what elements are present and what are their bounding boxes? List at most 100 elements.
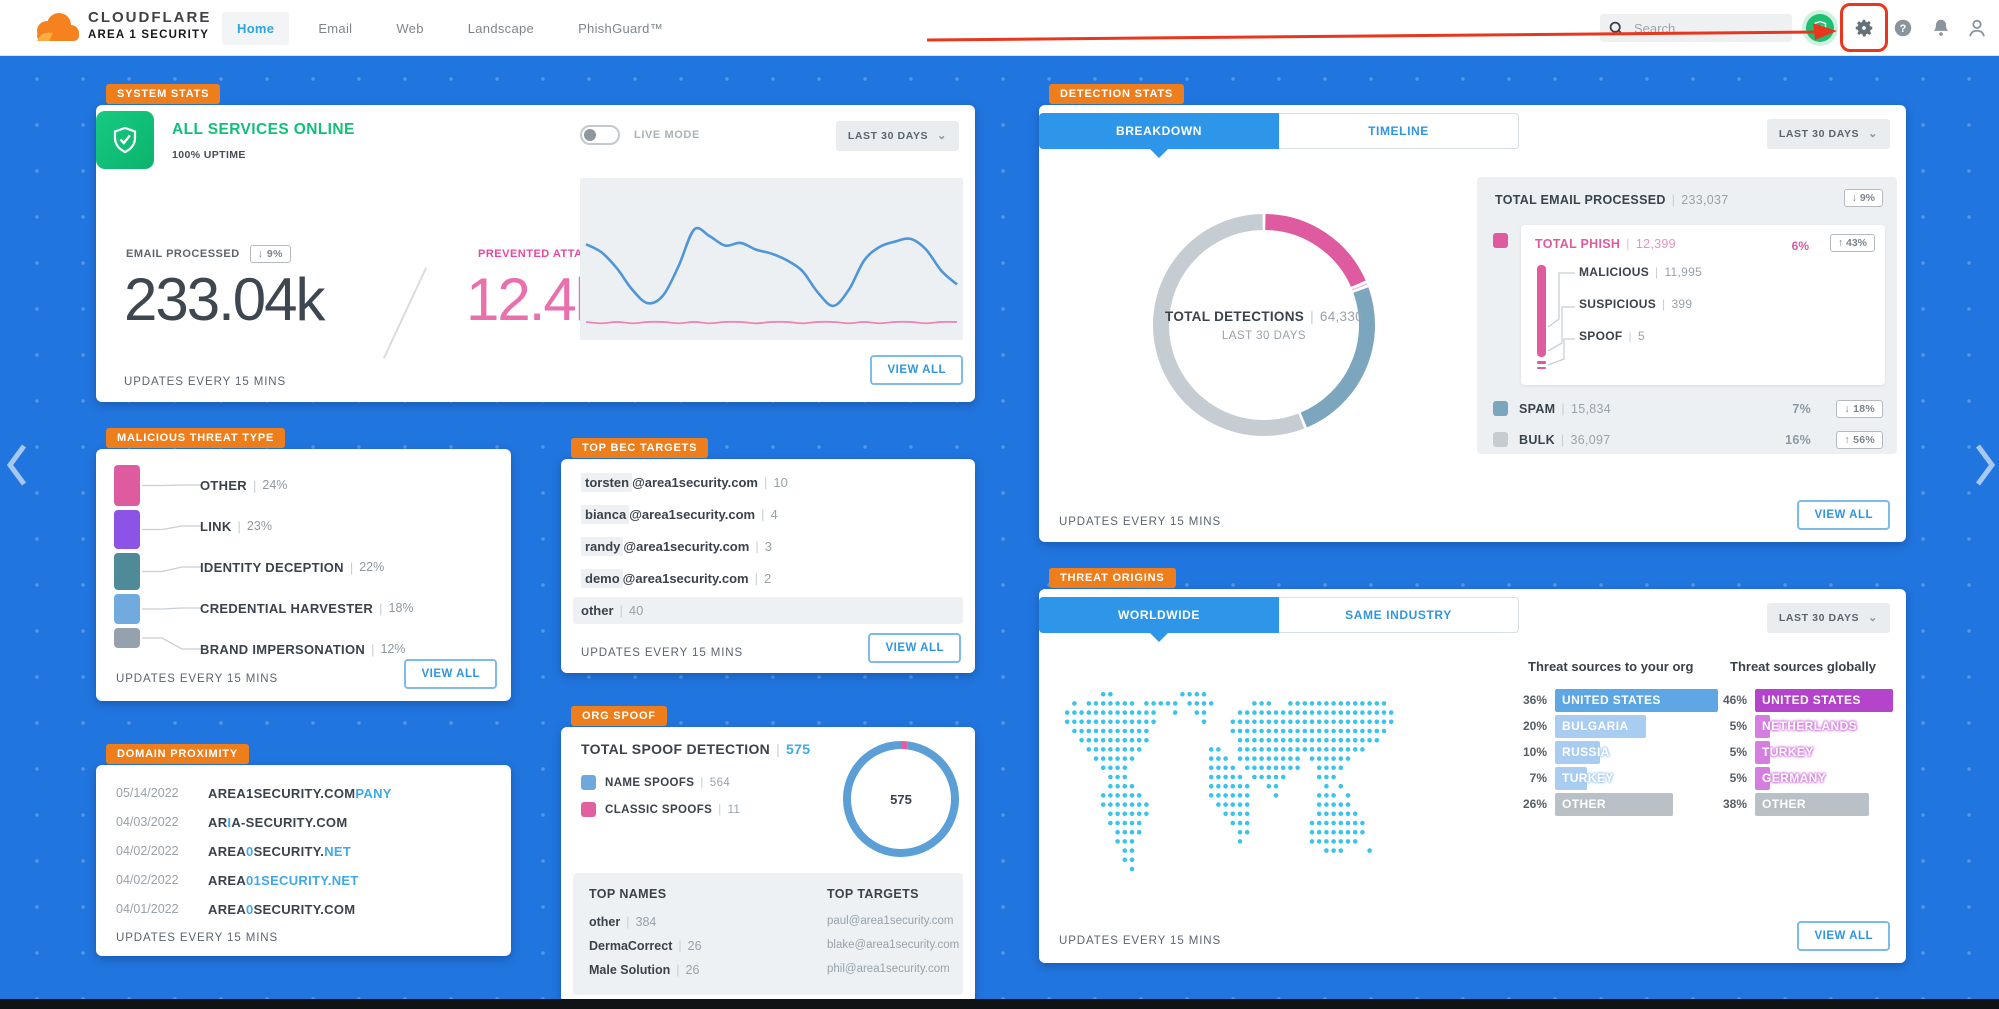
legend-swatch	[1493, 401, 1508, 416]
domain-proximity-updates-note: UPDATES EVERY 15 MINS	[116, 932, 279, 944]
system-view-all-button[interactable]: VIEW ALL	[870, 355, 963, 385]
origin-pct-global: 46%	[1722, 693, 1747, 707]
bec-target-row[interactable]: demo @area1security.com | 2	[573, 565, 963, 592]
origins-view-all-button[interactable]: VIEW ALL	[1797, 921, 1890, 951]
total-email-delta-badge: ↓ 9%	[1843, 189, 1883, 207]
annotation-arrow	[926, 23, 1837, 42]
top-name-row[interactable]: Male Solution | 26	[589, 963, 700, 977]
nav-item-landscape[interactable]: Landscape	[467, 20, 535, 36]
detection-category-pct: 7%	[1792, 401, 1811, 416]
top-name-row[interactable]: DermaCorrect | 26	[589, 939, 702, 953]
nav-item-phishguard[interactable]: PhishGuard™	[578, 20, 664, 36]
domain-proximity-row[interactable]: 04/02/2022 AREA01SECURITY.NET	[116, 868, 495, 892]
card-badge-org-spoof: ORG SPOOF	[571, 706, 667, 726]
total-phish-row: TOTAL PHISH | 12,399	[1535, 237, 1676, 251]
chevron-down-icon: ⌄	[937, 130, 947, 142]
spoof-donut-chart	[843, 741, 959, 857]
spoof-detail-panel: TOP NAMES other | 384 DermaCorrect | 26 Male S…	[573, 873, 963, 995]
tab-sameindustry[interactable]: SAME INDUSTRY	[1279, 597, 1519, 633]
tab-breakdown[interactable]: BREAKDOWN	[1039, 113, 1279, 149]
bec-target-row[interactable]: randy @area1security.com | 3	[573, 533, 963, 560]
detection-view-all-button[interactable]: VIEW ALL	[1797, 500, 1890, 530]
threat-type-row[interactable]: CREDENTIAL HARVESTER | 18%	[200, 600, 414, 616]
threat-type-label: LINK	[200, 518, 232, 534]
bec-target-row[interactable]: torsten @area1security.com | 10	[573, 469, 963, 496]
detection-updates-note: UPDATES EVERY 15 MINS	[1059, 516, 1222, 528]
detection-breakdown-panel: TOTAL EMAIL PROCESSED | 233,037 ↓ 9% TOTAL…	[1477, 177, 1897, 454]
phish-sub-row: SUSPICIOUS | 399	[1579, 297, 1693, 311]
carousel-right-chevron[interactable]	[1972, 440, 1998, 490]
threat-type-view-all-button[interactable]: VIEW ALL	[404, 659, 497, 689]
tab-active-pointer	[1150, 149, 1168, 158]
detection-range-dropdown[interactable]: LAST 30 DAYS ⌄	[1766, 119, 1890, 149]
threat-type-row[interactable]: OTHER | 24%	[200, 477, 288, 493]
detection-donut-center: TOTAL DETECTIONS | 64,330 LAST 30 DAYS	[1165, 308, 1363, 342]
total-email-label: TOTAL EMAIL PROCESSED	[1495, 193, 1666, 207]
live-mode-toggle[interactable]	[580, 125, 620, 145]
threat-type-row[interactable]: IDENTITY DECEPTION | 22%	[200, 559, 385, 575]
domain-proximity-row[interactable]: 04/01/2022 AREA0SECURITY.COM	[116, 897, 495, 921]
bec-target-email: torsten @area1security.com	[581, 473, 758, 492]
detection-category-pct: 16%	[1785, 432, 1811, 447]
chevron-down-icon: ⌄	[1868, 612, 1878, 624]
origin-pct-global: 5%	[1729, 719, 1747, 733]
top-name-row[interactable]: other | 384	[589, 915, 657, 929]
origins-range-dropdown[interactable]: LAST 30 DAYS ⌄	[1766, 603, 1890, 633]
phish-mini-bar	[1537, 265, 1546, 357]
top-target-row[interactable]: phil@area1security.com	[827, 963, 950, 975]
bec-target-count: 3	[764, 539, 772, 554]
nav-item-home[interactable]: Home	[222, 11, 290, 45]
domain-proximity-row[interactable]: 05/14/2022 AREA1SECURITY.COMPANY	[116, 781, 495, 805]
threat-type-pct: 24%	[262, 478, 288, 492]
uptime-label: 100% UPTIME	[172, 149, 246, 161]
total-phish-pct: 6%	[1791, 239, 1809, 253]
bec-target-count: 40	[628, 603, 644, 618]
threat-type-pct: 18%	[388, 601, 414, 615]
email-processed-value: 233.04k	[124, 266, 326, 333]
card-badge-malicious-threat-type: MALICIOUS THREAT TYPE	[106, 428, 286, 448]
origin-bar-global: UNITED STATES	[1755, 689, 1893, 712]
threat-type-pct: 22%	[359, 560, 385, 574]
bec-target-row[interactable]: bianca @area1security.com | 4	[573, 501, 963, 528]
origin-bar-org: OTHER	[1555, 793, 1673, 816]
user-icon[interactable]	[1966, 17, 1988, 39]
total-phish-delta-badge: ↑ 43%	[1829, 234, 1875, 252]
gear-icon[interactable]	[1853, 17, 1875, 39]
card-badge-top-bec-targets: TOP BEC TARGETS	[571, 438, 709, 458]
top-target-row[interactable]: blake@area1security.com	[827, 939, 960, 951]
detection-tabs: BREAKDOWN TIMELINE	[1039, 113, 1519, 149]
origin-bar-org: UNITED STATES	[1555, 689, 1719, 712]
top-names-header: TOP NAMES	[589, 887, 667, 901]
bec-view-all-button[interactable]: VIEW ALL	[868, 633, 961, 663]
bell-icon[interactable]	[1930, 17, 1952, 39]
threat-type-row[interactable]: BRAND IMPERSONATION | 12%	[200, 641, 406, 657]
nav-item-web[interactable]: Web	[396, 20, 424, 36]
threat-type-row[interactable]: LINK | 23%	[200, 518, 272, 534]
phish-sub-row: MALICIOUS | 11,995	[1579, 265, 1703, 279]
phish-sub-row: SPOOF | 5	[1579, 329, 1645, 343]
domain-proximity-row[interactable]: 04/03/2022 ARIA-SECURITY.COM	[116, 810, 495, 834]
top-target-row[interactable]: paul@area1security.com	[827, 915, 954, 927]
range-dropdown[interactable]: LAST 30 DAYS ⌄	[835, 121, 959, 151]
bec-target-row[interactable]: other | 40	[573, 597, 963, 624]
origin-pct-global: 5%	[1729, 745, 1747, 759]
top-nav: CLOUDFLARE AREA 1 SECURITY Home Email Web L…	[0, 0, 1999, 56]
help-icon[interactable]: ?	[1892, 17, 1914, 39]
carousel-left-chevron[interactable]	[4, 440, 30, 490]
tab-worldwide[interactable]: WORLDWIDE	[1039, 597, 1279, 633]
brand-line1: CLOUDFLARE	[88, 9, 212, 26]
nav-item-email[interactable]: Email	[318, 20, 353, 36]
email-processed-delta-badge: ↓ 9%	[249, 245, 291, 263]
domain-proximity-row[interactable]: 04/02/2022 AREA0SECURITY.NET	[116, 839, 495, 863]
detection-category-delta-badge: ↑ 56%	[1836, 430, 1883, 449]
brand: CLOUDFLARE AREA 1 SECURITY	[88, 9, 211, 42]
live-mode-label: LIVE MODE	[634, 129, 700, 141]
phish-mini-bar-mark	[1537, 367, 1546, 369]
legend-swatch	[1493, 432, 1508, 447]
legend-label: NAME SPOOFS | 564	[605, 776, 731, 789]
origin-pct-org: 7%	[1529, 771, 1547, 785]
tab-timeline[interactable]: TIMELINE	[1279, 113, 1519, 149]
origin-pct-org: 26%	[1522, 797, 1547, 811]
email-processed-label: EMAIL PROCESSED	[126, 248, 240, 260]
